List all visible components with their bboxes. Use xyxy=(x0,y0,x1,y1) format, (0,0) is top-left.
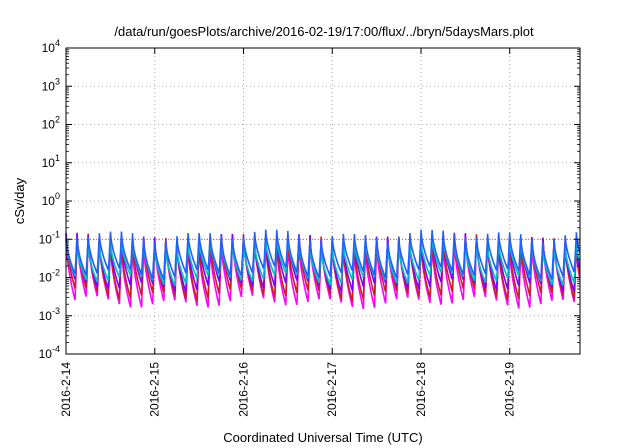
y-tick-label: 103 xyxy=(42,76,60,93)
series-line xyxy=(65,236,581,287)
x-tick-label: 2016-2-15 xyxy=(148,362,162,417)
y-tick-label: 10-3 xyxy=(39,306,60,323)
x-tick-label: 2016-2-16 xyxy=(236,362,250,417)
grid xyxy=(66,48,580,354)
y-tick-label: 104 xyxy=(42,38,60,55)
y-tick-label: 102 xyxy=(42,115,60,132)
y-tick-label: 10-2 xyxy=(39,268,60,285)
x-tick-label: 2016-2-18 xyxy=(414,362,428,417)
y-tick-label: 100 xyxy=(42,191,60,208)
series-line xyxy=(65,229,581,281)
x-tick-label: 2016-2-14 xyxy=(59,362,73,417)
y-tick-label: 10-1 xyxy=(39,229,60,246)
chart-title: /data/run/goesPlots/archive/2016-02-19/1… xyxy=(114,24,534,39)
series-layer xyxy=(65,229,581,310)
x-axis: 2016-2-14 2016-2-15 2016-2-16 2016-2-17 2016… xyxy=(59,48,517,417)
x-axis-title: Coordinated Universal Time (UTC) xyxy=(223,430,422,445)
y-tick-label: 10-4 xyxy=(39,344,60,361)
x-tick-label: 2016-2-19 xyxy=(503,362,517,417)
y-axis: 10-4 10-3 10-2 10-1 100 101 102 103 104 xyxy=(39,38,580,361)
y-axis-title: cSv/day xyxy=(12,177,27,224)
y-tick-label: 101 xyxy=(42,153,60,170)
x-tick-label: 2016-2-17 xyxy=(325,362,339,417)
